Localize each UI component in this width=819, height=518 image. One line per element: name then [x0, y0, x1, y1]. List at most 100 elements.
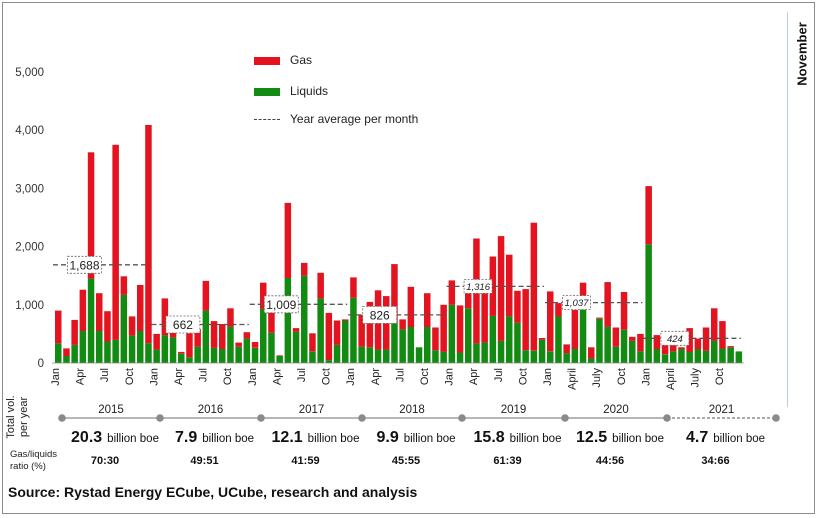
year-volume: 4.7 billion boe: [686, 429, 765, 446]
bar-gas: [727, 346, 734, 348]
bar-gas: [407, 286, 415, 327]
bar-gas: [71, 319, 78, 345]
year-volume: 7.9 billion boe: [175, 429, 254, 446]
timeline-dot: [772, 414, 780, 422]
y-axis: 0 1,000 2,000 3,000 4,000 5,000: [15, 67, 44, 370]
x-tick-label: Jul: [394, 368, 406, 382]
bar-liquids: [711, 340, 718, 363]
bar-gas: [661, 339, 669, 355]
bar-liquids: [645, 244, 652, 363]
bar-gas: [243, 332, 251, 339]
timeline-dot: [257, 414, 265, 422]
year-volume: 12.5 billion boe: [576, 429, 664, 446]
bar-liquids: [588, 358, 595, 363]
bar-liquids: [169, 337, 177, 363]
bar-liquids: [448, 304, 456, 363]
year-average-box: [562, 295, 591, 311]
bar-gas: [653, 335, 661, 350]
bar-liquids: [571, 349, 579, 363]
bar-gas: [497, 236, 505, 341]
bar-gas: [399, 319, 406, 330]
bar-liquids: [112, 339, 119, 363]
bar-gas: [637, 333, 644, 352]
legend-swatch-gas: [254, 56, 280, 65]
bar-liquids: [424, 326, 431, 363]
bar-gas: [178, 351, 185, 354]
bar-gas: [260, 282, 267, 309]
year-label: 2018: [399, 404, 425, 416]
year-average-label: 424: [667, 334, 683, 345]
bar-liquids: [153, 349, 160, 363]
bar-liquids: [243, 338, 251, 363]
bar-gas: [596, 317, 603, 319]
bar-liquids: [96, 331, 103, 363]
year-average-label: 1,009: [266, 298, 296, 312]
bar-gas: [104, 311, 111, 342]
bar-liquids: [87, 278, 95, 363]
bar-gas: [194, 329, 201, 347]
bar-liquids: [145, 343, 152, 363]
bar-gas: [333, 320, 341, 345]
bar-liquids: [538, 339, 546, 363]
bar-gas: [79, 289, 87, 331]
year-volume: 12.1 billion boe: [272, 429, 360, 446]
x-tick-label: Jan: [345, 368, 357, 386]
timeline-dot: [458, 414, 466, 422]
bar-gas: [292, 328, 300, 332]
bar-liquids: [325, 360, 333, 363]
year-ratio: 41:59: [291, 455, 319, 467]
bar-liquids: [604, 326, 611, 363]
year-volume: 20.3 billion boe: [71, 429, 159, 446]
bar-liquids: [407, 326, 415, 363]
year-average-box: [263, 295, 299, 314]
bar-liquids: [342, 320, 349, 363]
x-tick-label: Jan: [247, 368, 259, 386]
x-tick-label: Oct: [616, 368, 628, 385]
x-tick-label: Jan: [542, 368, 554, 386]
x-tick-label: Jan: [444, 368, 456, 386]
legend-swatch-liquids: [254, 87, 280, 96]
bar-liquids: [284, 278, 292, 363]
bar-gas: [588, 347, 595, 359]
bar-liquids: [719, 348, 726, 363]
bar-gas: [547, 291, 554, 352]
bar-liquids: [579, 304, 587, 363]
year-average-label: 662: [173, 318, 193, 332]
legend-swatch-average: [254, 119, 280, 121]
x-tick-label: Oct: [222, 368, 234, 385]
bar-gas: [202, 280, 210, 311]
bar-gas: [350, 277, 357, 298]
year-label: 2021: [709, 404, 735, 416]
year-volume-unit: billion boe: [107, 433, 159, 445]
bar-gas: [604, 282, 611, 327]
bar-gas: [448, 280, 456, 305]
bar-liquids: [268, 332, 275, 363]
bar-liquids: [530, 350, 538, 363]
bar-liquids: [374, 349, 382, 363]
bar-gas: [456, 305, 464, 353]
bar-gas: [325, 312, 333, 360]
y-tick-label: 4,000: [15, 125, 44, 137]
bar-gas: [145, 125, 152, 344]
y-tick-label: 5,000: [15, 67, 44, 79]
bar-liquids: [670, 351, 677, 363]
bar-gas: [711, 308, 718, 341]
bar-gas: [678, 347, 685, 349]
bar-gas: [219, 324, 226, 349]
bar-liquids: [415, 347, 423, 363]
x-tick-label: April: [665, 368, 677, 390]
bar-liquids: [63, 356, 70, 363]
x-tick-label: July: [690, 368, 702, 388]
bar-liquids: [506, 316, 513, 363]
x-tick-label: Jul: [198, 368, 210, 382]
bar-gas: [309, 333, 316, 352]
source-note: Source: Rystad Energy ECube, UCube, rese…: [8, 484, 418, 500]
bar-liquids: [194, 346, 201, 363]
bar-liquids: [735, 351, 743, 363]
bar-liquids: [399, 329, 406, 363]
x-tick-label: Jan: [640, 368, 652, 386]
year-label: 2016: [198, 404, 224, 416]
